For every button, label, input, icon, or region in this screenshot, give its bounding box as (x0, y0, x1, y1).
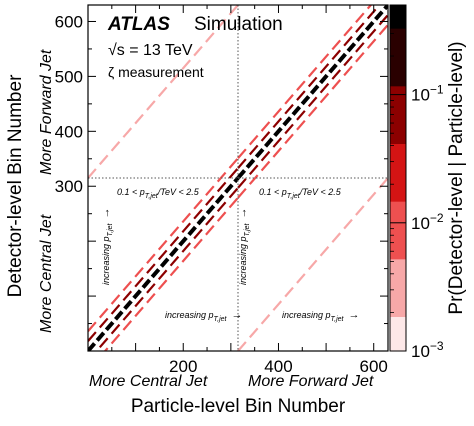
colorbar-segment (390, 316, 406, 329)
colorbar-segment (390, 97, 406, 110)
colorbar-segment (390, 189, 406, 202)
colorbar-segment (390, 258, 406, 271)
plot-frame (87, 4, 389, 352)
colorbar-segment (390, 85, 406, 98)
experiment-label: ATLAS (107, 14, 170, 35)
y-tick-label: 400 (55, 122, 83, 141)
diagonal-band-off-diagonal (237, 177, 388, 351)
region-label-x-low: More Central Jet (89, 373, 208, 390)
diagonal-band-central (103, 197, 239, 351)
svg-text:increasing pT,jet→: increasing pT,jet→ (282, 309, 360, 323)
diagonal-band-forward (237, 5, 373, 159)
colorbar-tick-label: 10−1 (411, 83, 444, 105)
colorbar-segment (390, 131, 406, 144)
increasing-pt-annotation-forward-vertical: increasing pT,jet→ (237, 207, 251, 285)
colorbar-segment (390, 201, 406, 214)
colorbar-segment (390, 235, 406, 248)
diagonal-band-forward (237, 24, 388, 199)
colorbar-segment (390, 304, 406, 317)
colorbar-segment (390, 166, 406, 179)
svg-text:0.1 < pT,jet/TeV < 2.5: 0.1 < pT,jet/TeV < 2.5 (117, 187, 200, 200)
y-tick-label: 600 (55, 12, 83, 31)
colorbar-segment (390, 108, 406, 121)
svg-text:increasing pT,jet→: increasing pT,jet→ (237, 207, 251, 285)
colorbar-segment (390, 143, 406, 156)
colorbar-segment (390, 39, 406, 52)
colorbar-segment (390, 28, 406, 41)
colorbar-segment (390, 327, 406, 341)
x-axis-title: Particle-level Bin Number (131, 396, 346, 417)
colorbar-segment (390, 339, 406, 352)
x-tick-label: 200 (169, 357, 197, 376)
colorbar-tick-label: 10−2 (411, 211, 444, 233)
colorbar-segment (390, 154, 406, 168)
colorbar-ticks: 10−3 10−2 10−1 (390, 4, 444, 361)
diagonal-band-central (88, 167, 239, 342)
increasing-pt-annotation-forward-horizontal: increasing pT,jet → (282, 309, 360, 323)
y-axis-ticks: 300 400 500 600 (55, 12, 388, 325)
colorbar-segment (390, 51, 406, 64)
colorbar-segment (390, 120, 406, 133)
colorbar-segment (390, 270, 406, 283)
diagonal-band-forward (237, 5, 381, 169)
energy-label: √s = 13 TeV (108, 42, 193, 59)
increasing-pt-annotation-central-horizontal: increasing pT,jet → (165, 309, 243, 323)
colorbar-title: Pr(Detector-level | Particle-level) (446, 41, 467, 314)
svg-text:increasing pT,jet→: increasing pT,jet→ (165, 309, 243, 323)
diagonal-band-central (88, 176, 240, 351)
colorbar-tick-label: 10−3 (411, 339, 444, 361)
y-tick-label: 500 (55, 67, 83, 86)
x-axis-ticks: 200 400 600 (111, 5, 388, 376)
simulation-label: Simulation (194, 14, 283, 35)
colorbar-segment (390, 5, 406, 18)
increasing-pt-annotation-central-vertical: increasing pT,jet→ (100, 207, 114, 285)
diagonal-band-central (95, 187, 239, 351)
svg-text:0.1 < pT,jet/TeV < 2.5: 0.1 < pT,jet/TeV < 2.5 (259, 187, 342, 200)
x-tick-label: 600 (360, 357, 388, 376)
colorbar-segment (390, 16, 406, 29)
x-tick-label: 400 (264, 357, 292, 376)
y-axis-title: Detector-level Bin Number (5, 74, 26, 297)
colorbar-segment (390, 74, 406, 87)
pt-range-annotation-forward: 0.1 < pT,jet/TeV < 2.5 (259, 187, 342, 200)
colorbar (390, 5, 406, 352)
diagonal-band-central (88, 157, 239, 332)
region-label-y-low: More Central Jet (38, 214, 55, 333)
diagonal-band-forward (237, 14, 388, 189)
y-tick-label: 300 (55, 177, 83, 196)
colorbar-segment (390, 281, 406, 294)
colorbar-segment (390, 62, 406, 75)
colorbar-segment (390, 247, 406, 260)
diagonal-band-forward (236, 5, 388, 180)
svg-text:increasing pT,jet→: increasing pT,jet→ (100, 207, 114, 285)
region-label-x-high: More Forward Jet (248, 373, 374, 390)
diagonal-bands (88, 5, 388, 351)
region-label-y-high: More Forward Jet (38, 49, 55, 175)
colorbar-segment (390, 178, 406, 191)
measurement-label: ζ measurement (108, 64, 204, 80)
diagonal-band-off-diagonal (88, 5, 239, 179)
colorbar-segment (390, 224, 406, 237)
pt-range-annotation-central: 0.1 < pT,jet/TeV < 2.5 (117, 187, 200, 200)
colorbar-segment (390, 293, 406, 306)
colorbar-segment (390, 212, 406, 225)
